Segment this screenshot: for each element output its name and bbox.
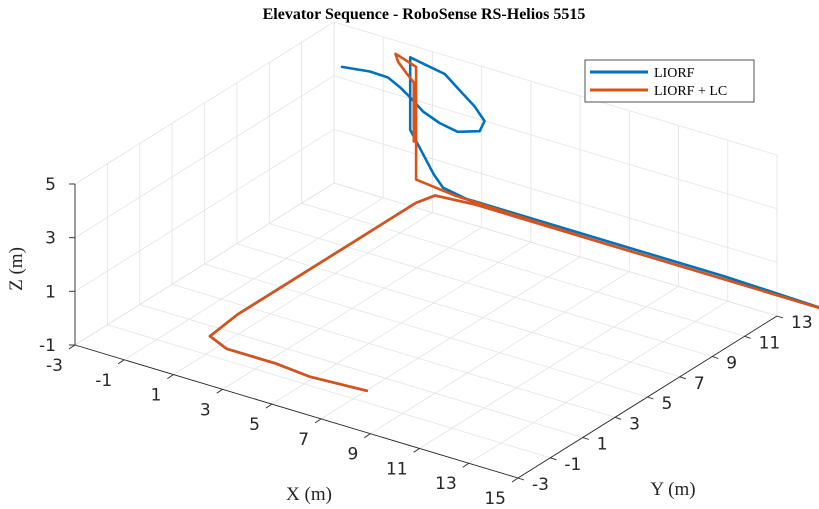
x-tick-mark	[265, 403, 273, 409]
y-tick-mark	[776, 315, 784, 319]
x-axis-line	[74, 344, 519, 479]
y-tick-label: -1	[564, 455, 581, 475]
y-tick-mark	[582, 437, 589, 440]
x-tick-label: 13	[435, 474, 457, 494]
legend-label-liorf-lc: LIORF + LC	[654, 84, 727, 99]
back-wall-grid-line	[333, 75, 778, 210]
x-tick-mark	[511, 477, 519, 483]
floor-grid-line	[171, 283, 616, 418]
data-series	[208, 52, 819, 393]
back-wall-grid-line	[333, 128, 778, 263]
x-tick-mark	[364, 433, 371, 439]
y-tick-label: 3	[629, 414, 640, 434]
z-tick-label: 5	[45, 175, 56, 195]
back-wall-grid-line	[333, 182, 778, 317]
x-tick-mark	[462, 462, 470, 468]
floor-grid-line	[236, 243, 681, 378]
y-tick-mark	[517, 477, 525, 481]
x-tick-label: -1	[95, 371, 112, 391]
y-tick-label: 9	[726, 354, 737, 374]
y-tick-label: 11	[759, 333, 781, 353]
z-tick-label: -1	[39, 336, 56, 356]
x-tick-mark	[413, 448, 420, 453]
x-tick-label: 11	[386, 459, 408, 479]
left-wall-grid-line	[74, 128, 335, 292]
x-axis-label: X (m)	[286, 484, 332, 505]
y-tick-label: 7	[694, 374, 705, 394]
floor-grid-line	[139, 304, 583, 438]
x-tick-mark	[117, 359, 125, 365]
y-tick-label: -3	[532, 475, 549, 495]
z-tick-label: 1	[45, 282, 56, 302]
legend-box	[584, 59, 755, 103]
left-wall-grid-line	[74, 21, 335, 185]
x-tick-mark	[216, 388, 223, 394]
x-tick-mark	[314, 418, 322, 424]
x-tick-label: 5	[249, 415, 260, 435]
x-tick-label: 1	[151, 386, 162, 406]
floor-grid-line	[269, 223, 713, 357]
y-axis-label: Y (m)	[650, 479, 695, 500]
x-tick-label: 7	[298, 430, 309, 450]
y-tick-mark	[647, 396, 654, 400]
x-tick-label: 9	[347, 445, 358, 465]
x-tick-label: -3	[46, 356, 63, 376]
y-tick-mark	[614, 416, 622, 420]
floor-grid-line	[301, 202, 745, 337]
floor-grid-line	[204, 263, 648, 398]
left-wall-grid-line	[74, 75, 335, 239]
y-tick-mark	[679, 376, 687, 380]
legend: LIORF LIORF + LC	[584, 59, 755, 103]
y-tick-mark	[744, 335, 751, 339]
y-tick-label: 5	[662, 394, 673, 414]
z-axis-label: Z (m)	[6, 247, 27, 291]
x-tick-mark	[167, 374, 174, 379]
floor-grid-line	[107, 324, 551, 459]
z-tick-label: 3	[45, 229, 56, 249]
chart-title: Elevator Sequence - RoboSense RS-Helios …	[263, 6, 586, 23]
x-tick-mark	[68, 344, 76, 350]
y-tick-mark	[550, 457, 557, 461]
series-line-1	[208, 52, 819, 393]
y-tick-label: 1	[597, 435, 608, 455]
x-tick-label: 15	[484, 489, 506, 509]
y-tick-label: 13	[791, 313, 813, 333]
back-wall-grid-line	[333, 21, 778, 156]
axis-lines	[68, 183, 784, 483]
x-tick-label: 3	[200, 400, 211, 420]
grid-lines	[74, 21, 778, 479]
left-wall-grid-line	[74, 182, 335, 346]
y-tick-mark	[712, 356, 719, 359]
legend-label-liorf: LIORF	[654, 66, 695, 81]
